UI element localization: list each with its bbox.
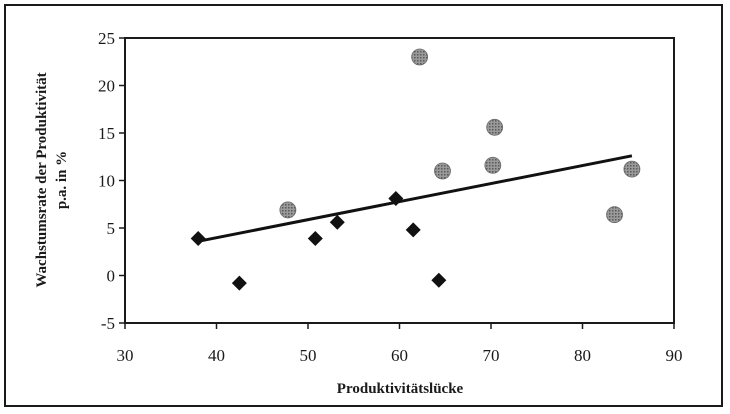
y-tick-label: 25 [98, 29, 115, 48]
x-tick-label: 90 [666, 346, 683, 365]
y-tick-label: 15 [98, 124, 115, 143]
circle-point [279, 201, 297, 219]
x-tick-label: 70 [483, 346, 500, 365]
circle-point [606, 206, 623, 224]
diamond-point [190, 230, 206, 246]
trend-line [197, 154, 633, 243]
y-tick-label: 10 [98, 172, 115, 191]
chart-frame [4, 4, 723, 407]
y-tick-label: 5 [107, 219, 116, 238]
x-axis-title: Produktivitätslücke [337, 381, 464, 397]
circle-point [623, 160, 641, 178]
diamond-point [388, 191, 404, 207]
y-axis-title-line1: Wachstumsrate der Produktivität [34, 72, 50, 287]
diamond-point [405, 222, 421, 238]
diamond-point [307, 230, 323, 246]
x-tick-label: 50 [300, 346, 317, 365]
diamond-point [231, 275, 247, 291]
y-tick-label: 20 [98, 77, 115, 96]
diamond-point [431, 272, 447, 288]
y-tick-label: -5 [101, 314, 115, 333]
x-tick-label: 80 [574, 346, 591, 365]
plot-area [124, 37, 675, 324]
circle-point [411, 48, 429, 66]
x-tick-label: 40 [208, 346, 225, 365]
circle-point [484, 156, 502, 174]
y-axis-title-line2: p.a. in % [54, 151, 70, 209]
y-axis: -5 0 5 10 15 20 25 [98, 29, 125, 333]
x-axis: 30 40 50 60 70 80 90 [117, 323, 683, 365]
x-tick-label: 30 [117, 346, 134, 365]
y-tick-label: 0 [107, 267, 116, 286]
circle-point [434, 162, 451, 180]
x-tick-label: 60 [391, 346, 408, 365]
diamond-point [329, 214, 345, 230]
circle-point [486, 118, 504, 136]
data-points [190, 48, 641, 291]
